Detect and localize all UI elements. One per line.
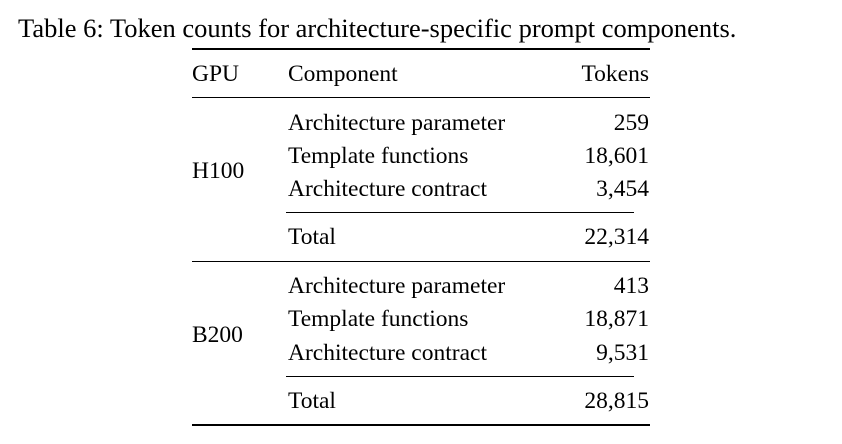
component-cell: Architecture parameter — [288, 273, 506, 299]
gpu-label-h100: H100 — [192, 158, 245, 184]
tokens-cell: 9,531 — [596, 340, 649, 366]
component-cell: Template functions — [288, 306, 469, 332]
total-tokens: 28,815 — [584, 388, 649, 414]
tokens-cell: 18,871 — [584, 306, 649, 332]
tokens-cell: 3,454 — [596, 176, 649, 202]
header-rule — [192, 97, 650, 98]
component-cell: Architecture contract — [288, 176, 487, 202]
tokens-cell: 413 — [613, 273, 649, 299]
total-label: Total — [288, 388, 336, 414]
header-tokens: Tokens — [581, 61, 649, 87]
total-tokens: 22,314 — [584, 224, 649, 250]
tokens-cell: 259 — [613, 110, 649, 136]
header-component: Component — [288, 61, 398, 87]
subtotal-rule — [286, 212, 634, 213]
component-cell: Architecture parameter — [288, 110, 506, 136]
group-separator-rule — [192, 261, 650, 262]
component-cell: Template functions — [288, 143, 469, 169]
total-label: Total — [288, 224, 336, 250]
table-bottom-rule — [192, 424, 650, 426]
subtotal-rule — [286, 376, 634, 377]
tokens-cell: 18,601 — [584, 143, 649, 169]
component-cell: Architecture contract — [288, 340, 487, 366]
table-top-rule — [192, 48, 650, 50]
table-caption: Table 6: Token counts for architecture-s… — [18, 13, 737, 43]
gpu-label-b200: B200 — [192, 322, 243, 348]
header-gpu: GPU — [192, 61, 240, 87]
